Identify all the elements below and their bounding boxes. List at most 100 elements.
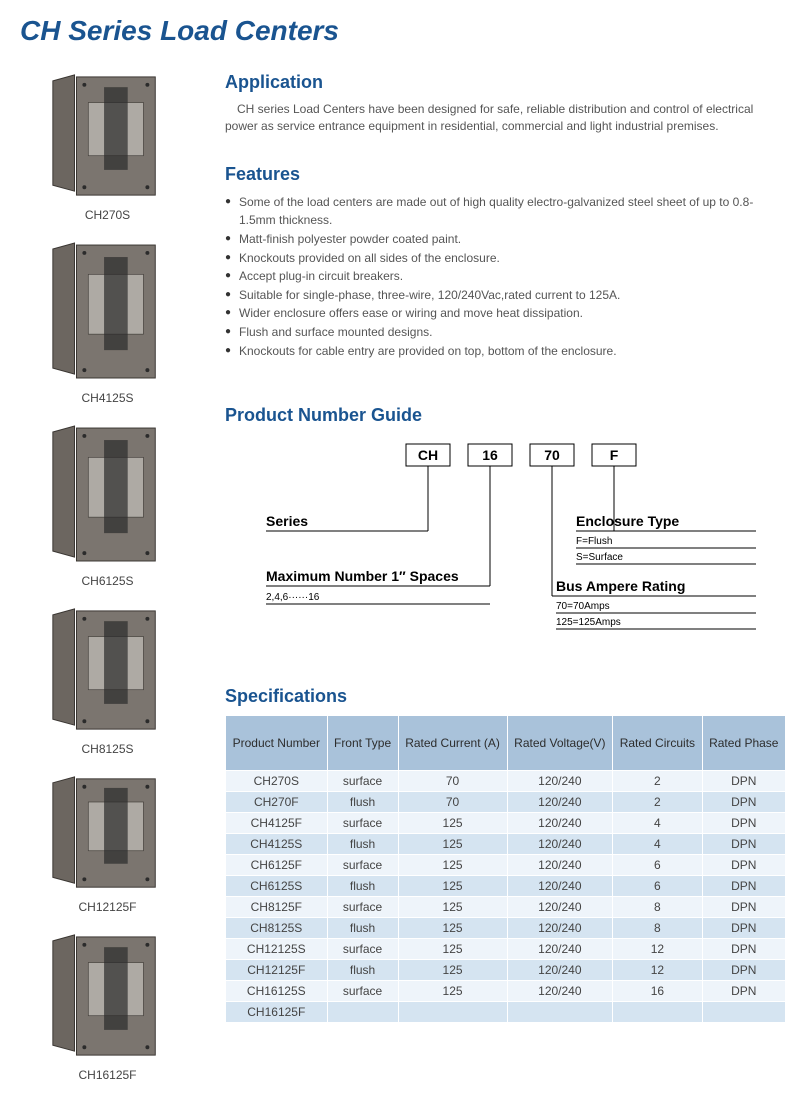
spec-cell: 125: [398, 813, 507, 834]
feature-item: Some of the load centers are made out of…: [225, 193, 786, 230]
svg-text:CH: CH: [417, 447, 437, 463]
svg-text:F=Flush: F=Flush: [576, 536, 612, 547]
spec-cell: DPN: [702, 939, 785, 960]
svg-text:Series: Series: [266, 513, 308, 529]
spec-cell: CH270F: [226, 792, 328, 813]
application-title: Application: [225, 72, 786, 93]
application-text: CH series Load Centers have been designe…: [225, 101, 786, 136]
spec-col-header: Product Number: [226, 716, 328, 771]
spec-cell: 120/240: [507, 939, 613, 960]
feature-item: Wider enclosure offers ease or wiring an…: [225, 304, 786, 323]
product-item: CH4125S: [20, 240, 195, 405]
svg-text:2,4,6······16: 2,4,6······16: [266, 592, 320, 603]
spec-row: CH8125Fsurface125120/2408DPN: [226, 897, 786, 918]
spec-cell: flush: [327, 876, 398, 897]
spec-cell: 4: [613, 834, 702, 855]
spec-cell: 70: [398, 792, 507, 813]
spec-cell: 6: [613, 855, 702, 876]
spec-cell: DPN: [702, 897, 785, 918]
product-item: CH12125F: [20, 774, 195, 914]
spec-cell: flush: [327, 918, 398, 939]
spec-cell: 8: [613, 918, 702, 939]
feature-item: Knockouts provided on all sides of the e…: [225, 249, 786, 268]
product-image: [43, 606, 173, 736]
spec-cell: CH12125F: [226, 960, 328, 981]
svg-text:S=Surface: S=Surface: [576, 552, 623, 563]
spec-cell: [398, 1002, 507, 1023]
spec-cell: 125: [398, 834, 507, 855]
spec-col-header: Front Type: [327, 716, 398, 771]
spec-cell: 120/240: [507, 960, 613, 981]
spec-cell: DPN: [702, 792, 785, 813]
product-image: [43, 932, 173, 1062]
spec-row: CH6125Sflush125120/2406DPN: [226, 876, 786, 897]
spec-col-header: Rated Voltage(V): [507, 716, 613, 771]
spec-cell: surface: [327, 897, 398, 918]
spec-cell: 12: [613, 939, 702, 960]
spec-cell: 120/240: [507, 771, 613, 792]
product-label: CH16125F: [78, 1068, 136, 1082]
spec-cell: CH16125S: [226, 981, 328, 1002]
spec-row: CH270Fflush70120/2402DPN: [226, 792, 786, 813]
svg-text:Maximum Number 1″ Spaces: Maximum Number 1″ Spaces: [266, 568, 459, 584]
product-images-column: CH270S CH4125S: [20, 72, 195, 1082]
product-label: CH270S: [85, 208, 130, 222]
feature-item: Knockouts for cable entry are provided o…: [225, 342, 786, 361]
features-list: Some of the load centers are made out of…: [225, 193, 786, 360]
svg-text:125=125Amps: 125=125Amps: [556, 617, 621, 628]
spec-cell: 2: [613, 771, 702, 792]
spec-cell: DPN: [702, 918, 785, 939]
spec-cell: 2: [613, 792, 702, 813]
spec-cell: CH6125F: [226, 855, 328, 876]
product-number-guide-title: Product Number Guide: [225, 405, 786, 426]
spec-cell: 120/240: [507, 876, 613, 897]
spec-cell: 125: [398, 855, 507, 876]
svg-text:F: F: [609, 447, 618, 463]
spec-row: CH8125Sflush125120/2408DPN: [226, 918, 786, 939]
spec-row: CH12125Fflush125120/24012DPN: [226, 960, 786, 981]
spec-cell: 120/240: [507, 792, 613, 813]
svg-text:Bus Ampere Rating: Bus Ampere Rating: [556, 578, 685, 594]
product-image: [43, 240, 173, 385]
product-item: CH270S: [20, 72, 195, 222]
spec-cell: surface: [327, 813, 398, 834]
spec-cell: DPN: [702, 771, 785, 792]
spec-col-header: Rated Circuits: [613, 716, 702, 771]
spec-cell: DPN: [702, 876, 785, 897]
spec-cell: 125: [398, 939, 507, 960]
product-label: CH6125S: [81, 574, 133, 588]
spec-cell: [507, 1002, 613, 1023]
spec-row: CH16125F: [226, 1002, 786, 1023]
spec-cell: [327, 1002, 398, 1023]
spec-cell: 120/240: [507, 897, 613, 918]
spec-cell: CH4125S: [226, 834, 328, 855]
page-title: CH Series Load Centers: [20, 15, 786, 47]
spec-cell: flush: [327, 834, 398, 855]
features-title: Features: [225, 164, 786, 185]
feature-item: Accept plug-in circuit breakers.: [225, 267, 786, 286]
feature-item: Flush and surface mounted designs.: [225, 323, 786, 342]
spec-cell: 120/240: [507, 855, 613, 876]
spec-cell: [702, 1002, 785, 1023]
svg-text:16: 16: [482, 447, 498, 463]
spec-cell: 125: [398, 876, 507, 897]
spec-cell: CH4125F: [226, 813, 328, 834]
product-image: [43, 774, 173, 894]
spec-cell: 12: [613, 960, 702, 981]
spec-cell: flush: [327, 792, 398, 813]
spec-cell: 6: [613, 876, 702, 897]
spec-cell: 125: [398, 981, 507, 1002]
spec-cell: flush: [327, 960, 398, 981]
spec-cell: 120/240: [507, 918, 613, 939]
product-image: [43, 72, 173, 202]
product-label: CH12125F: [78, 900, 136, 914]
product-item: CH6125S: [20, 423, 195, 588]
png-svg: CH1670F SeriesMaximum Number 1″ Spaces2,…: [246, 436, 766, 646]
spec-cell: DPN: [702, 813, 785, 834]
spec-cell: 125: [398, 897, 507, 918]
spec-cell: CH6125S: [226, 876, 328, 897]
spec-cell: CH270S: [226, 771, 328, 792]
spec-cell: DPN: [702, 981, 785, 1002]
spec-cell: 120/240: [507, 834, 613, 855]
spec-header-row: Product NumberFront TypeRated Current (A…: [226, 716, 786, 771]
